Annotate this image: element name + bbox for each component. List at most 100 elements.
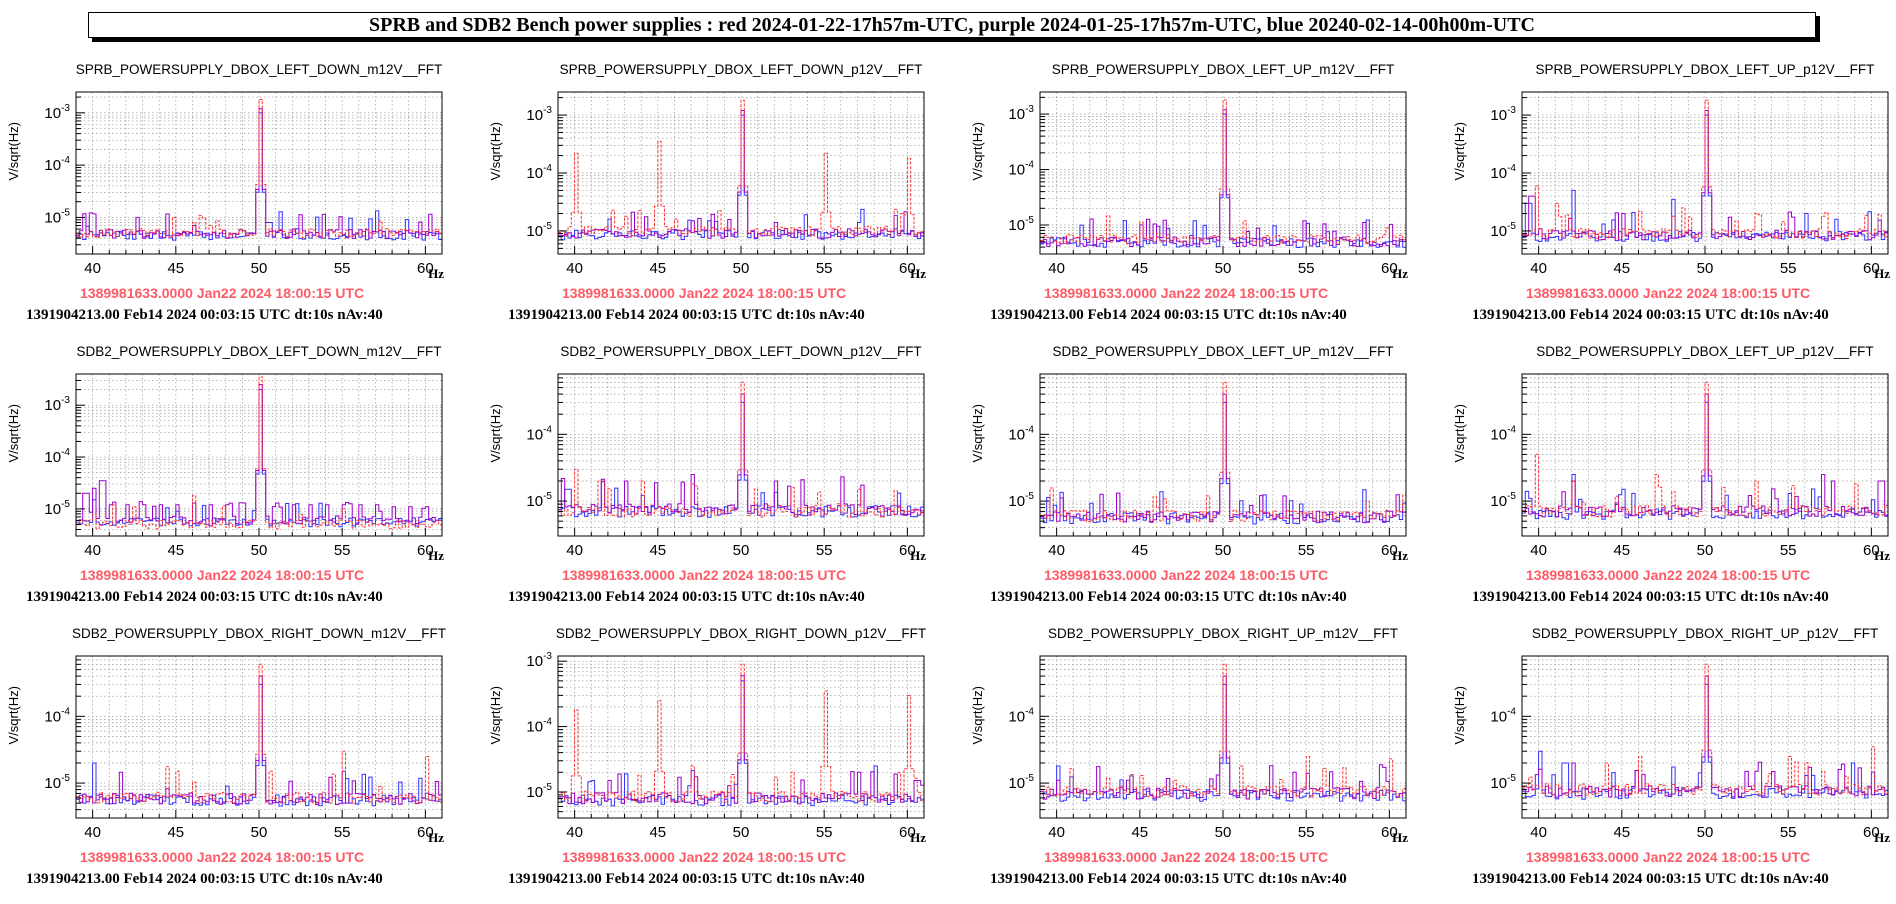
x-tick-label: 55 (816, 824, 833, 841)
x-tick-label: 60 (1863, 824, 1880, 841)
chart-title: SDB2_POWERSUPPLY_DBOX_RIGHT_DOWN_m12V__F… (72, 626, 446, 641)
y-axis-label: V/sqrt(Hz) (6, 404, 21, 463)
y-axis-label: V/sqrt(Hz) (488, 122, 503, 181)
y-tick-label: 10-4 (1008, 706, 1034, 725)
y-axis-label: V/sqrt(Hz) (488, 404, 503, 463)
fft-chart: SPRB_POWERSUPPLY_DBOX_LEFT_DOWN_m12V__FF… (6, 62, 444, 323)
fft-panel: SDB2_POWERSUPPLY_DBOX_LEFT_UP_p12V__FFT V… (1446, 332, 1896, 622)
chart-title: SDB2_POWERSUPPLY_DBOX_RIGHT_UP_p12V__FFT (1532, 626, 1878, 641)
x-tick-label: 40 (566, 542, 583, 559)
y-tick-label: 10-4 (526, 717, 552, 736)
fft-chart: SDB2_POWERSUPPLY_DBOX_LEFT_UP_m12V__FFT V… (970, 344, 1408, 605)
y-axis-label: V/sqrt(Hz) (1452, 686, 1467, 745)
y-tick-label: 10-5 (44, 207, 70, 226)
x-tick-label: 50 (251, 824, 268, 841)
x-tick-label: 45 (1613, 824, 1630, 841)
caption-reference: 1389981633.0000 Jan22 2024 18:00:15 UTC (562, 285, 846, 301)
series-line-red (76, 99, 443, 239)
y-axis-label: V/sqrt(Hz) (6, 122, 21, 181)
y-tick-label: 10-5 (1008, 215, 1034, 234)
y-axis-label: V/sqrt(Hz) (488, 686, 503, 745)
y-tick-label: 10-4 (44, 447, 70, 466)
y-tick-label: 10-4 (1490, 163, 1516, 182)
y-axis-label: V/sqrt(Hz) (970, 404, 985, 463)
x-tick-label: 60 (899, 260, 916, 277)
caption-reference: 1389981633.0000 Jan22 2024 18:00:15 UTC (80, 285, 364, 301)
x-tick-label: 45 (1131, 260, 1148, 277)
y-tick-label: 10-4 (1008, 160, 1034, 179)
y-tick-label: 10-4 (1490, 706, 1516, 725)
y-tick-label: 10-5 (526, 221, 552, 240)
y-tick-label: 10-4 (1008, 424, 1034, 443)
caption-current: 1391904213.00 Feb14 2024 00:03:15 UTC dt… (26, 307, 383, 323)
caption-current: 1391904213.00 Feb14 2024 00:03:15 UTC dt… (508, 589, 865, 605)
x-tick-label: 45 (167, 260, 184, 277)
y-axis-label: V/sqrt(Hz) (1452, 122, 1467, 181)
x-tick-label: 40 (84, 824, 101, 841)
series-line-red (1522, 663, 1889, 796)
x-tick-label: 50 (1697, 542, 1714, 559)
grid (1521, 92, 1889, 255)
x-tick-label: 50 (251, 542, 268, 559)
y-tick-label: 10-5 (1008, 491, 1034, 510)
y-axis-label: V/sqrt(Hz) (1452, 404, 1467, 463)
y-tick-label: 10-5 (44, 773, 70, 792)
y-axis-label: V/sqrt(Hz) (970, 122, 985, 181)
y-tick-label: 10-4 (44, 155, 70, 174)
x-tick-label: 55 (334, 260, 351, 277)
x-axis-unit: Hz (1874, 548, 1890, 563)
chart-title: SDB2_POWERSUPPLY_DBOX_RIGHT_UP_m12V__FFT (1048, 626, 1398, 641)
caption-current: 1391904213.00 Feb14 2024 00:03:15 UTC dt… (990, 871, 1347, 887)
x-tick-label: 50 (733, 542, 750, 559)
x-tick-label: 50 (1215, 542, 1232, 559)
x-tick-label: 50 (733, 824, 750, 841)
chart-title: SPRB_POWERSUPPLY_DBOX_LEFT_DOWN_p12V__FF… (560, 62, 923, 77)
y-tick-label: 10-3 (44, 103, 70, 122)
fft-panel: SDB2_POWERSUPPLY_DBOX_LEFT_UP_m12V__FFT V… (964, 332, 1438, 622)
x-tick-label: 60 (899, 542, 916, 559)
x-tick-label: 50 (251, 260, 268, 277)
caption-reference: 1389981633.0000 Jan22 2024 18:00:15 UTC (1526, 567, 1810, 583)
x-tick-label: 40 (1048, 260, 1065, 277)
chart-title: SDB2_POWERSUPPLY_DBOX_LEFT_UP_p12V__FFT (1536, 344, 1873, 359)
x-tick-label: 45 (649, 824, 666, 841)
x-tick-label: 40 (1530, 824, 1547, 841)
y-tick-label: 10-3 (526, 651, 552, 670)
y-axis-label: V/sqrt(Hz) (6, 686, 21, 745)
y-tick-label: 10-5 (1490, 773, 1516, 792)
y-tick-label: 10-3 (526, 105, 552, 124)
y-tick-label: 10-5 (526, 782, 552, 801)
fft-panel: SPRB_POWERSUPPLY_DBOX_LEFT_UP_p12V__FFT V… (1446, 50, 1896, 340)
x-tick-label: 50 (1215, 824, 1232, 841)
x-tick-label: 60 (1381, 824, 1398, 841)
fft-chart: SPRB_POWERSUPPLY_DBOX_LEFT_DOWN_p12V__FF… (488, 62, 926, 323)
x-tick-label: 40 (1048, 824, 1065, 841)
x-tick-label: 40 (1530, 260, 1547, 277)
y-tick-label: 10-3 (44, 395, 70, 414)
fft-chart: SDB2_POWERSUPPLY_DBOX_RIGHT_UP_p12V__FFT… (1452, 626, 1890, 887)
fft-panel: SPRB_POWERSUPPLY_DBOX_LEFT_DOWN_m12V__FF… (0, 50, 474, 340)
fft-panel: SPRB_POWERSUPPLY_DBOX_LEFT_UP_m12V__FFT V… (964, 50, 1438, 340)
x-tick-label: 50 (1215, 260, 1232, 277)
y-tick-label: 10-3 (1008, 104, 1034, 123)
x-tick-label: 45 (1131, 542, 1148, 559)
caption-reference: 1389981633.0000 Jan22 2024 18:00:15 UTC (1044, 849, 1328, 865)
fft-chart: SPRB_POWERSUPPLY_DBOX_LEFT_UP_m12V__FFT V… (970, 62, 1408, 323)
grid (1521, 373, 1889, 537)
series-line-purple (558, 675, 925, 805)
x-tick-label: 55 (334, 542, 351, 559)
series-line-purple (1040, 675, 1407, 800)
x-tick-label: 45 (1613, 260, 1630, 277)
series-line-red (558, 663, 925, 803)
y-axis-label: V/sqrt(Hz) (970, 686, 985, 745)
x-tick-label: 55 (334, 824, 351, 841)
x-tick-label: 50 (1697, 824, 1714, 841)
y-tick-label: 10-4 (44, 706, 70, 725)
fft-chart: SDB2_POWERSUPPLY_DBOX_LEFT_UP_p12V__FFT V… (1452, 344, 1890, 605)
y-tick-label: 10-5 (526, 491, 552, 510)
x-tick-label: 60 (1381, 542, 1398, 559)
y-tick-label: 10-5 (1008, 773, 1034, 792)
x-tick-label: 55 (1780, 824, 1797, 841)
caption-current: 1391904213.00 Feb14 2024 00:03:15 UTC dt… (1472, 589, 1829, 605)
x-tick-label: 40 (1530, 542, 1547, 559)
